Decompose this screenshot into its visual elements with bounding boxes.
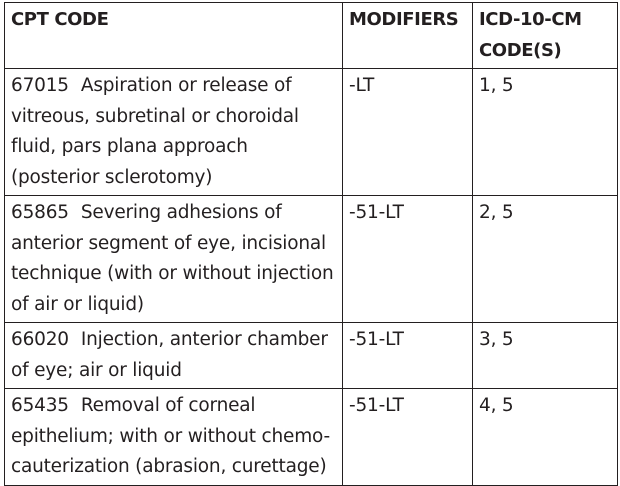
modifiers-cell: -51-LT (342, 322, 473, 389)
cpt-cell: 65435 Removal of corneal epithelium; with… (4, 388, 343, 486)
cpt-cell: 67015 Aspiration or release of vitreous, … (4, 68, 343, 196)
cpt-code-table: CPT CODE MODIFIERS ICD-10-CM CODE(S) 670… (4, 2, 618, 486)
cpt-cell: 65865 Severing adhesions of anterior segm… (4, 195, 343, 323)
table-row: 66020 Injection, anterior chamber of eye;… (4, 322, 618, 389)
icd-cell: 4, 5 (472, 388, 618, 486)
header-cpt-code: CPT CODE (4, 2, 343, 69)
cpt-cell: 66020 Injection, anterior chamber of eye;… (4, 322, 343, 389)
table-row: 67015 Aspiration or release of vitreous, … (4, 68, 618, 196)
cpt-code: 65435 (11, 395, 69, 416)
icd-cell: 1, 5 (472, 68, 618, 196)
header-icd-codes: ICD-10-CM CODE(S) (472, 2, 618, 69)
table-row: 65435 Removal of corneal epithelium; with… (4, 388, 618, 486)
cpt-description: Severing adhesions of anterior segment o… (11, 202, 334, 315)
modifiers-cell: -51-LT (342, 388, 473, 486)
cpt-code: 66020 (11, 329, 69, 350)
icd-cell: 3, 5 (472, 322, 618, 389)
header-row: CPT CODE MODIFIERS ICD-10-CM CODE(S) (4, 2, 618, 69)
modifiers-cell: -LT (342, 68, 473, 196)
cpt-code: 67015 (11, 75, 69, 96)
table-row: 65865 Severing adhesions of anterior segm… (4, 195, 618, 323)
cpt-description: Injection, anterior chamber of eye; air … (11, 329, 328, 381)
modifiers-cell: -51-LT (342, 195, 473, 323)
icd-cell: 2, 5 (472, 195, 618, 323)
header-modifiers: MODIFIERS (342, 2, 473, 69)
cpt-description: Aspiration or release of vitreous, subre… (11, 75, 299, 188)
cpt-code: 65865 (11, 202, 69, 223)
